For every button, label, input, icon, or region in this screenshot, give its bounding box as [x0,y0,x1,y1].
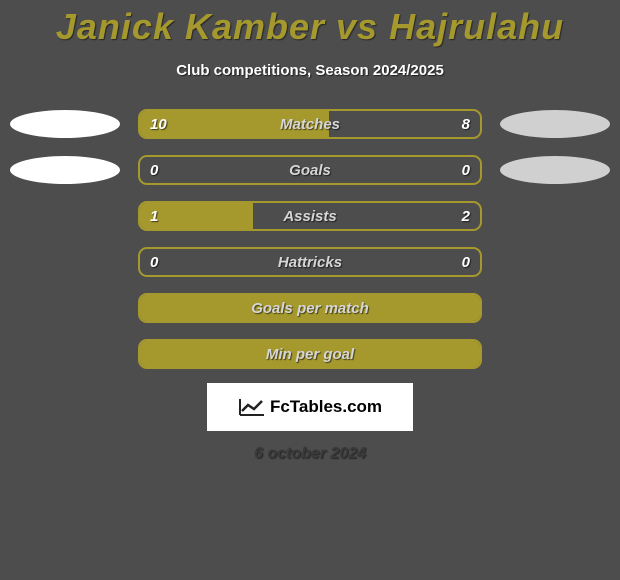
stat-bar-left-fill [140,341,480,367]
stat-bar: Goals per match [138,293,482,323]
date-label: 6 october 2024 [254,445,366,463]
stat-row: Matches108 [0,109,620,139]
stat-bar-left-fill [140,111,329,137]
chart-icon [238,397,266,417]
stat-row: Goals per match [0,293,620,323]
player-left-marker [10,110,120,138]
stat-row: Hattricks00 [0,247,620,277]
brand-text: FcTables.com [270,397,382,417]
branding-badge: FcTables.com [207,383,413,431]
comparison-card: Janick Kamber vs Hajrulahu Club competit… [0,0,620,580]
subtitle: Club competitions, Season 2024/2025 [176,62,444,79]
stat-rows: Matches108 Goals00 Assists12 Hattricks00 Goa… [0,109,620,369]
stat-bar-right-fill [253,203,480,229]
stat-bar: Hattricks00 [138,247,482,277]
stat-row: Min per goal [0,339,620,369]
stat-bar-right-fill [140,249,480,275]
stat-bar-left-fill [140,295,480,321]
stat-row: Assists12 [0,201,620,231]
stat-bar: Goals00 [138,155,482,185]
player-right-marker [500,156,610,184]
stat-bar-right-fill [140,157,480,183]
stat-bar-left-fill [140,203,253,229]
stat-bar: Matches108 [138,109,482,139]
stat-bar: Assists12 [138,201,482,231]
player-right-marker [500,110,610,138]
stat-row: Goals00 [0,155,620,185]
stat-bar-right-fill [329,111,480,137]
player-left-marker [10,156,120,184]
stat-bar: Min per goal [138,339,482,369]
page-title: Janick Kamber vs Hajrulahu [56,6,564,48]
